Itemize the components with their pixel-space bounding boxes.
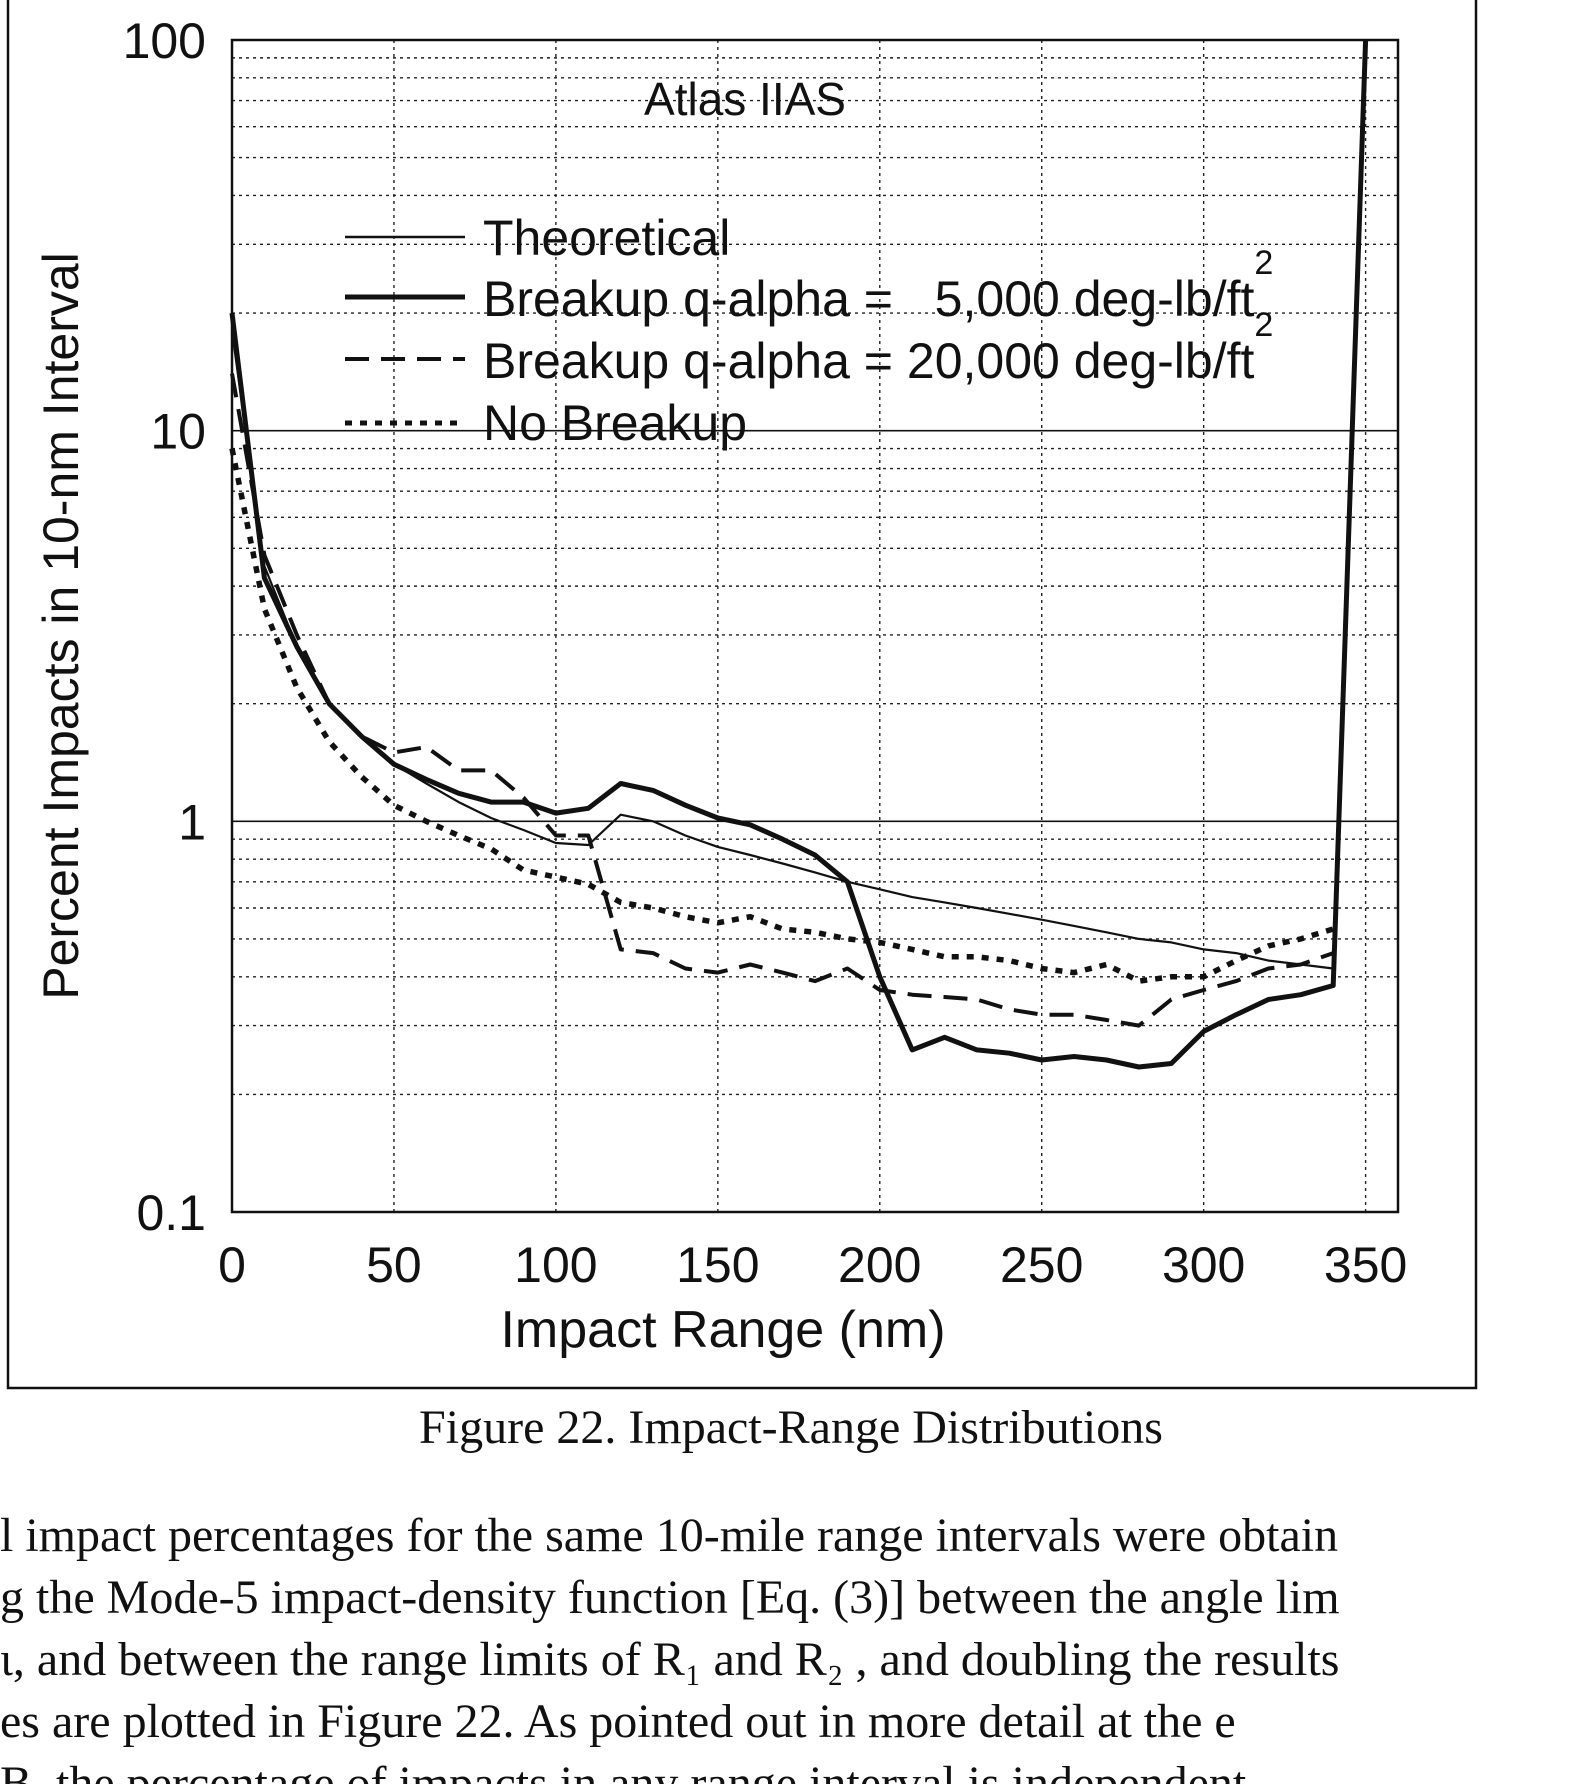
legend: Theoretical Breakup q-alpha = 5,000 deg-… <box>345 210 1273 451</box>
x-tick-label: 200 <box>838 1237 921 1293</box>
x-tick-label: 150 <box>676 1237 759 1293</box>
legend-label-breakup-5000-text: Breakup q-alpha = 5,000 deg-lb/ft <box>483 271 1254 327</box>
legend-label-breakup-5000: Breakup q-alpha = 5,000 deg-lb/ft2 <box>483 244 1273 327</box>
series-lines <box>229 39 1369 1070</box>
chart-container: 0 50 100 150 200 250 300 350 0.1 1 10 100 Atlas IIA… <box>6 0 1478 1390</box>
legend-superscript-20000: 2 <box>1254 306 1273 344</box>
y-axis-label: Percent Impacts in 10-nm Interval <box>33 252 89 1000</box>
y-tick-label: 10 <box>150 404 206 460</box>
x-tick-label: 250 <box>1000 1237 1083 1293</box>
figure-frame <box>6 0 1478 1390</box>
x-tick-label: 350 <box>1324 1237 1407 1293</box>
x-tick-label: 0 <box>218 1237 246 1293</box>
legend-label-theoretical: Theoretical <box>483 210 730 266</box>
legend-superscript-5000: 2 <box>1254 244 1273 282</box>
x-tick-label: 100 <box>514 1237 597 1293</box>
impact-range-chart: 0 50 100 150 200 250 300 350 0.1 1 10 100 Atlas IIA… <box>6 0 1478 1390</box>
body-line-2: g the Mode-5 impact-density function [Eq… <box>0 1571 1340 1624</box>
figure-caption: Figure 22. Impact-Range Distributions <box>419 1401 1163 1454</box>
series-line-2 <box>229 39 1369 1070</box>
grid <box>232 40 1398 1212</box>
body-paragraph: l impact percentages for the same 10-mil… <box>0 1505 1582 1784</box>
series-line-4 <box>229 447 1335 984</box>
legend-label-breakup-20000-text: Breakup q-alpha = 20,000 deg-lb/ft <box>483 333 1254 389</box>
legend-label-no-breakup: No Breakup <box>483 395 747 451</box>
y-tick-label: 1 <box>178 794 206 850</box>
x-tick-label: 50 <box>366 1237 422 1293</box>
plot-area-border <box>230 38 1400 1214</box>
chart-title: Atlas IIAS <box>644 73 846 125</box>
body-line-4: es are plotted in Figure 22. As pointed … <box>0 1695 1236 1748</box>
body-line-3: ι, and between the range limits of R₁ an… <box>0 1633 1340 1686</box>
x-tick-label: 300 <box>1162 1237 1245 1293</box>
tick-labels: 0 50 100 150 200 250 300 350 0.1 1 10 100 <box>123 13 1408 1293</box>
body-line-5: B, the percentage of impacts in any rang… <box>0 1757 1247 1784</box>
legend-label-breakup-20000: Breakup q-alpha = 20,000 deg-lb/ft2 <box>483 306 1273 389</box>
x-axis-label: Impact Range (nm) <box>500 1301 945 1359</box>
series-line-3 <box>230 373 1334 1028</box>
series-line-1 <box>230 330 1334 970</box>
y-tick-label: 100 <box>123 13 206 69</box>
y-tick-label: 0.1 <box>136 1185 206 1241</box>
body-line-1: l impact percentages for the same 10-mil… <box>0 1509 1339 1562</box>
